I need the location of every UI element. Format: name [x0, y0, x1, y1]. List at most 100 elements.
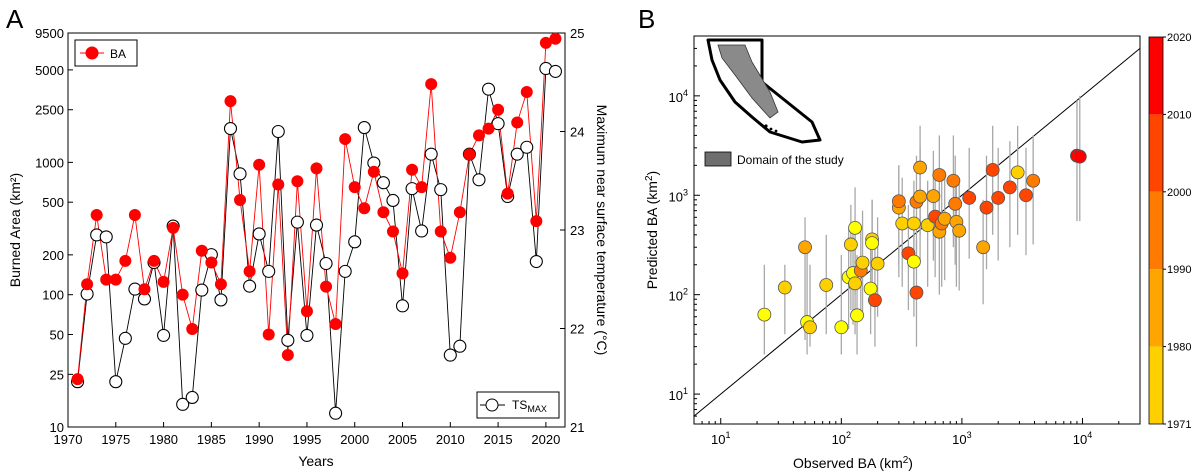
ts-max-point	[157, 328, 171, 342]
a-y2-tick-label: 22	[570, 322, 584, 337]
ba-point	[291, 175, 304, 188]
a-x-tick-label: 2015	[484, 432, 513, 447]
panel-a: A 1970 1975 1980 1985 1990 1995 2000 2005 2010 20…	[6, 4, 610, 469]
legend-ba: BA	[74, 39, 138, 67]
ba-point	[157, 275, 170, 288]
ba-point	[472, 129, 485, 142]
a-x-tick-label: 1995	[292, 432, 321, 447]
ba-point	[482, 122, 495, 135]
ts-max-point	[386, 193, 400, 207]
a-x-tick-label: 1990	[245, 432, 274, 447]
scatter-point	[948, 196, 963, 211]
scatter-point	[757, 307, 772, 322]
a-y-tick-label: 200	[42, 248, 64, 263]
panel-a-y-label: Burned Area (km²)	[7, 173, 23, 287]
ba-point	[272, 178, 285, 191]
ba-point	[444, 251, 457, 264]
colorbar-segment	[1149, 191, 1163, 270]
ba-point	[138, 283, 151, 296]
ba-point	[453, 206, 466, 219]
a-x-tick-label: 2005	[388, 432, 417, 447]
ba-point	[530, 215, 543, 228]
colorbar-tick-label: 2020	[1167, 32, 1191, 44]
scatter-point	[913, 189, 927, 204]
california-inset-map: Domain of the study	[704, 38, 844, 167]
panel-b-y-label: Predicted BA (km2)	[644, 171, 660, 289]
ts-max-point	[329, 406, 343, 420]
a-y-tick-label: 50	[50, 328, 64, 343]
panel-a-x-label: Years	[298, 453, 333, 469]
colorbar-tick-label: 1971	[1167, 419, 1191, 431]
scatter-point	[843, 237, 858, 252]
ba-point	[501, 187, 514, 200]
colorbar-segment	[1149, 269, 1163, 347]
b-x-tick-label: 103	[952, 430, 971, 447]
ts-max-point	[548, 64, 562, 78]
ba-point	[81, 278, 94, 291]
scatter-point	[1010, 165, 1025, 180]
ts-max-point	[491, 117, 505, 131]
scatter-point	[865, 236, 880, 251]
ts-max-point	[290, 215, 304, 229]
a-y-tick-label: 25	[50, 367, 64, 382]
ba-point	[386, 225, 399, 238]
a-y-tick-label: 10	[50, 420, 64, 435]
ts-max-point	[424, 147, 438, 161]
ba-point	[329, 318, 342, 331]
ba-point	[434, 225, 447, 238]
ts-max-point	[520, 140, 534, 154]
ts-max-point	[118, 331, 132, 345]
ba-point	[176, 288, 189, 301]
a-x-tick-label: 1970	[54, 432, 83, 447]
ba-point	[281, 349, 294, 362]
ba-point	[167, 221, 180, 234]
ba-point	[358, 202, 371, 215]
scatter-point	[855, 255, 870, 270]
colorbar-frame	[1148, 36, 1164, 425]
ba-point	[300, 305, 313, 318]
ba-point	[234, 193, 247, 206]
a-y2-tick-label: 24	[570, 125, 584, 140]
ts-max-point	[453, 339, 467, 353]
ts-max-point	[252, 227, 266, 241]
a-x-tick-label: 1980	[149, 432, 178, 447]
scatter-point	[891, 194, 906, 209]
ts-max-point	[434, 183, 448, 197]
a-y-tick-label: 5000	[35, 63, 64, 78]
colorbar-tick-label: 2010	[1167, 109, 1191, 121]
panel-a-y2-ticks: 21 22 23 24 25	[560, 26, 584, 435]
ba-point	[511, 116, 524, 129]
ba-point	[549, 32, 562, 45]
ts-max-point	[529, 254, 543, 269]
ba-point	[492, 103, 505, 116]
ts-max-point	[185, 390, 199, 405]
ts-max-point	[109, 375, 123, 389]
panel-b-y-ticks: 101 102 103 104	[669, 35, 700, 425]
a-y2-tick-label: 21	[570, 420, 584, 435]
scatter-point	[946, 173, 961, 188]
scatter-point	[926, 189, 941, 204]
scatter-point	[850, 308, 864, 323]
legend-ba-marker	[85, 46, 99, 60]
ts-max-point	[481, 82, 496, 96]
scatter-point	[868, 293, 882, 308]
ba-series	[71, 32, 562, 386]
a-x-tick-label: 2010	[436, 432, 465, 447]
ts-max-point	[415, 224, 429, 238]
ts-max-point	[319, 256, 333, 271]
ts-max-line	[77, 67, 556, 414]
a-x-tick-label: 1975	[101, 432, 130, 447]
ba-point	[463, 148, 476, 161]
colorbar-segment	[1149, 37, 1163, 115]
ts-max-point	[510, 147, 524, 161]
ts-max-point	[443, 348, 457, 362]
ts-max-point	[357, 121, 371, 135]
legend-ba-label: BA	[110, 47, 126, 61]
a-x-tick-label: 2000	[340, 432, 369, 447]
scatter-point	[1002, 180, 1017, 195]
b-x-tick-label: 104	[1073, 430, 1092, 447]
ts-max-point	[281, 333, 295, 347]
a-y-tick-label: 500	[42, 195, 64, 210]
scatter-point	[798, 240, 812, 255]
ba-point	[348, 181, 361, 194]
